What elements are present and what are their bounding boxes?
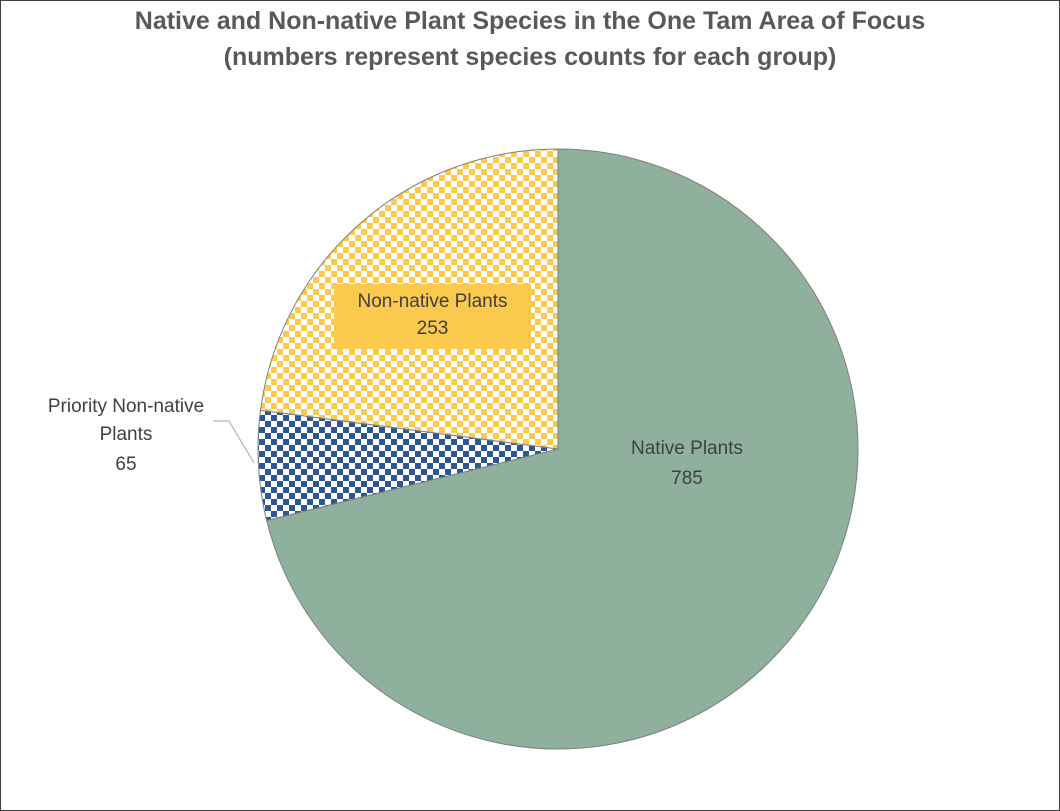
slice-value: 253 (334, 315, 531, 349)
leader-line (213, 420, 255, 464)
slice-label: Priority Non-native Plants (47, 396, 205, 445)
slice-value: 65 (115, 454, 137, 475)
slice-label: Non-native Plants (334, 284, 531, 316)
slice-label: Native Plants (631, 438, 743, 459)
pie-slice (266, 148, 859, 750)
chart-subtitle: (numbers represent species counts for ea… (223, 43, 837, 71)
chart-title: Native and Non-native Plant Species in t… (134, 7, 926, 35)
slice-value: 785 (671, 468, 703, 489)
